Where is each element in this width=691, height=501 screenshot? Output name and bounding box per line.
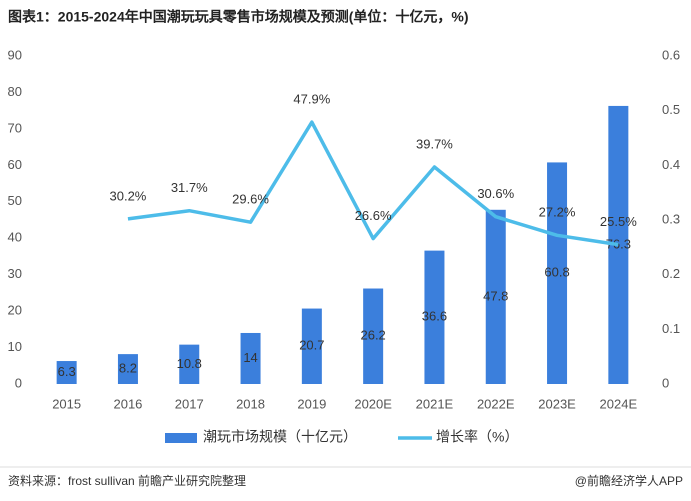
x-tick-label: 2019 [297, 396, 326, 411]
legend-swatch [165, 433, 197, 443]
y-tick-label: 80 [8, 84, 22, 99]
line-label: 31.7% [171, 180, 208, 195]
line-label: 25.5% [600, 214, 637, 229]
x-tick-label: 2024E [600, 396, 638, 411]
y2-tick-label: 0.6 [662, 47, 680, 62]
y-tick-label: 60 [8, 157, 22, 172]
x-tick-label: 2018 [236, 396, 265, 411]
bar [485, 209, 506, 384]
x-tick-label: 2021E [416, 396, 454, 411]
y-tick-label: 40 [8, 230, 22, 245]
bar-label: 14 [243, 350, 257, 365]
y2-tick-label: 0.2 [662, 266, 680, 281]
line-label: 39.7% [416, 136, 453, 151]
bar [117, 354, 138, 384]
y2-tick-label: 0.5 [662, 102, 680, 117]
chart-title: 图表1：2015-2024年中国潮玩玩具零售市场规模及预测(单位：十亿元，%) [8, 9, 469, 25]
y-tick-label: 90 [8, 47, 22, 62]
bar [240, 332, 261, 384]
bar [547, 162, 568, 384]
line-label: 27.2% [539, 205, 576, 220]
bar [301, 308, 322, 384]
y-tick-label: 70 [8, 120, 22, 135]
source: 资料来源：frost sullivan 前瞻产业研究院整理 [8, 473, 246, 488]
x-tick-label: 2023E [538, 396, 576, 411]
bar [608, 105, 629, 384]
y2-tick-label: 0 [662, 375, 669, 390]
line-label: 30.6% [477, 186, 514, 201]
bar-label: 36.6 [422, 309, 447, 324]
bar-label: 8.2 [119, 360, 137, 375]
bar [424, 250, 445, 384]
x-tick-label: 2020E [354, 396, 392, 411]
x-tick-label: 2016 [113, 396, 142, 411]
x-tick-label: 2017 [175, 396, 204, 411]
y-tick-label: 30 [8, 266, 22, 281]
line-label: 47.9% [293, 92, 330, 107]
legend-label: 增长率（%） [436, 429, 518, 445]
y2-tick-label: 0.1 [662, 321, 680, 336]
line-label: 26.6% [355, 208, 392, 223]
bar-label: 26.2 [360, 328, 385, 343]
x-tick-label: 2022E [477, 396, 515, 411]
y-tick-label: 50 [8, 193, 22, 208]
y2-tick-label: 0.4 [662, 157, 680, 172]
bar-label: 60.8 [544, 265, 569, 280]
bar-label: 47.8 [483, 288, 508, 303]
bar [56, 361, 77, 384]
credit: @前瞻经济学人APP [575, 473, 683, 488]
legend-label: 潮玩市场规模（十亿元） [203, 429, 357, 445]
y2-tick-label: 0.3 [662, 211, 680, 226]
line [127, 120, 619, 247]
y-tick-label: 0 [15, 375, 22, 390]
line-label: 29.6% [232, 192, 269, 207]
bar [363, 288, 384, 384]
x-tick-label: 2015 [52, 396, 81, 411]
bar [179, 344, 200, 384]
line-label: 30.2% [110, 188, 147, 203]
bar-label: 10.8 [177, 356, 202, 371]
y-tick-label: 20 [8, 303, 22, 318]
bar-label: 20.7 [299, 338, 324, 353]
y-tick-label: 10 [8, 339, 22, 354]
bar-label: 6.3 [58, 364, 76, 379]
